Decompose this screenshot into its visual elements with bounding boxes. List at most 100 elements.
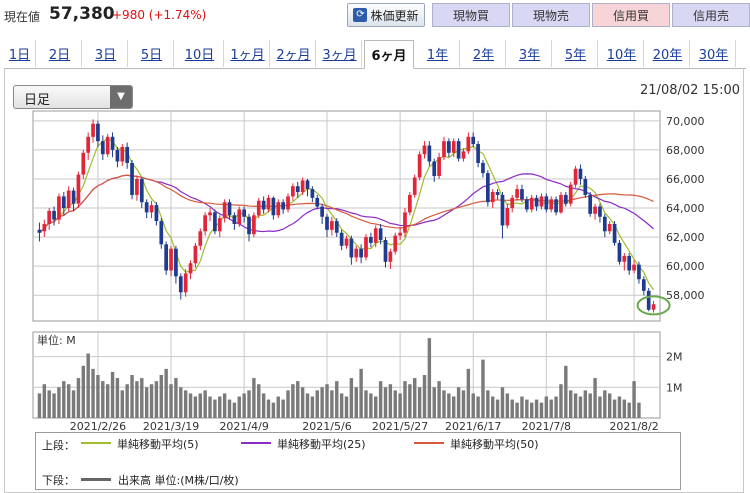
candle-body bbox=[252, 215, 256, 235]
candle-body bbox=[144, 202, 149, 213]
volume-bar bbox=[101, 381, 105, 418]
price-tick-label: 66,000 bbox=[666, 173, 705, 186]
interval-select-value: 日足 bbox=[24, 93, 51, 108]
candle-body bbox=[222, 202, 227, 219]
price-label: 現在値 bbox=[4, 10, 41, 24]
volume-bar bbox=[252, 378, 256, 418]
date-tick-label: 2021/5/6 bbox=[302, 420, 351, 433]
price-change: +980 (+1.74%) bbox=[112, 8, 207, 22]
tab-15[interactable]: 30年 bbox=[692, 40, 736, 67]
volume-bar bbox=[281, 399, 285, 418]
candle-body bbox=[476, 144, 480, 163]
candle-body bbox=[47, 210, 52, 224]
candle-body bbox=[125, 146, 130, 163]
tab-14[interactable]: 20年 bbox=[646, 40, 690, 67]
order-button-3[interactable]: 信用買 bbox=[592, 3, 670, 27]
tab-2[interactable]: 3日 bbox=[84, 40, 128, 67]
candle-body bbox=[164, 244, 169, 271]
tab-10[interactable]: 2年 bbox=[462, 40, 506, 67]
volume-bar bbox=[383, 387, 388, 418]
volume-bar bbox=[286, 390, 290, 418]
volume-bar bbox=[432, 387, 436, 418]
volume-bar bbox=[130, 375, 134, 418]
candle-body bbox=[393, 235, 398, 252]
candle-body bbox=[339, 232, 344, 246]
volume-bar bbox=[120, 390, 125, 418]
volume-bar bbox=[247, 390, 251, 418]
candle-body bbox=[183, 273, 188, 293]
candle-body bbox=[398, 232, 402, 236]
candle-body bbox=[359, 248, 363, 258]
tab-6[interactable]: 2ヶ月 bbox=[272, 40, 316, 67]
date-tick-label: 2021/4/9 bbox=[219, 420, 268, 433]
tab-0[interactable]: 1日 bbox=[4, 40, 36, 67]
candle-body bbox=[271, 197, 276, 216]
tab-9[interactable]: 1年 bbox=[416, 40, 460, 67]
order-button-1[interactable]: 現物買 bbox=[432, 3, 510, 27]
candle-body bbox=[485, 173, 490, 203]
volume-bar bbox=[47, 390, 51, 418]
candle-body bbox=[607, 223, 612, 232]
candle-body bbox=[57, 196, 61, 220]
candle-body bbox=[105, 136, 110, 155]
order-button-4[interactable]: 信用売 bbox=[672, 3, 750, 27]
candle-body bbox=[149, 205, 154, 213]
tab-3[interactable]: 5日 bbox=[130, 40, 174, 67]
candle-body bbox=[549, 199, 554, 210]
price-tick-label: 60,000 bbox=[666, 260, 705, 273]
volume-bar bbox=[232, 402, 237, 418]
candle-body bbox=[432, 161, 437, 177]
candle-body bbox=[524, 199, 529, 210]
tab-13[interactable]: 10年 bbox=[600, 40, 644, 67]
volume-bar bbox=[110, 371, 115, 418]
candle-body bbox=[315, 197, 320, 207]
tab-7[interactable]: 3ヶ月 bbox=[318, 40, 362, 67]
volume-bar bbox=[612, 399, 617, 418]
tab-12[interactable]: 5年 bbox=[554, 40, 598, 67]
volume-bar bbox=[242, 393, 246, 418]
order-button-2[interactable]: 現物売 bbox=[512, 3, 590, 27]
volume-bar bbox=[76, 378, 81, 418]
candle-body bbox=[203, 215, 208, 232]
volume-bar bbox=[486, 390, 490, 418]
tab-5[interactable]: 1ヶ月 bbox=[226, 40, 270, 67]
volume-bar bbox=[398, 393, 402, 418]
candle-body bbox=[213, 212, 217, 232]
candle-body bbox=[193, 245, 198, 264]
volume-bar bbox=[222, 393, 227, 418]
tab-4[interactable]: 10日 bbox=[176, 40, 224, 67]
volume-bar bbox=[81, 365, 86, 418]
volume-bar bbox=[71, 390, 76, 418]
candle-body bbox=[627, 255, 632, 271]
candle-body bbox=[510, 197, 515, 209]
candle-body bbox=[378, 228, 383, 240]
tab-11[interactable]: 3年 bbox=[508, 40, 552, 67]
tab-8[interactable]: 6ヶ月 bbox=[364, 40, 414, 69]
interval-select[interactable]: 日足 ▼ bbox=[13, 85, 133, 109]
volume-bar bbox=[393, 390, 397, 418]
volume-bar bbox=[315, 390, 319, 418]
volume-bar bbox=[471, 393, 475, 418]
volume-bar bbox=[261, 393, 266, 418]
candle-body bbox=[612, 223, 617, 243]
volume-bar bbox=[403, 381, 407, 418]
candle-body bbox=[461, 151, 466, 159]
volume-bar bbox=[208, 396, 212, 418]
candle-body bbox=[554, 199, 558, 213]
candle-body bbox=[66, 190, 71, 209]
volume-bar bbox=[276, 396, 280, 418]
candle-body bbox=[100, 141, 105, 155]
volume-bar bbox=[296, 381, 300, 418]
refresh-quote-button[interactable]: ⟳ 株価更新 bbox=[347, 3, 425, 27]
price-plot-frame bbox=[32, 110, 661, 322]
candle-body bbox=[208, 212, 212, 216]
volume-bar bbox=[530, 402, 534, 418]
volume-bar bbox=[578, 396, 583, 418]
volume-bar bbox=[364, 390, 368, 418]
volume-bar bbox=[203, 390, 207, 418]
candle-body bbox=[427, 145, 432, 162]
candle-body bbox=[505, 208, 510, 226]
tab-1[interactable]: 2日 bbox=[38, 40, 82, 67]
volume-bar bbox=[198, 393, 202, 418]
volume-bar bbox=[237, 396, 241, 418]
